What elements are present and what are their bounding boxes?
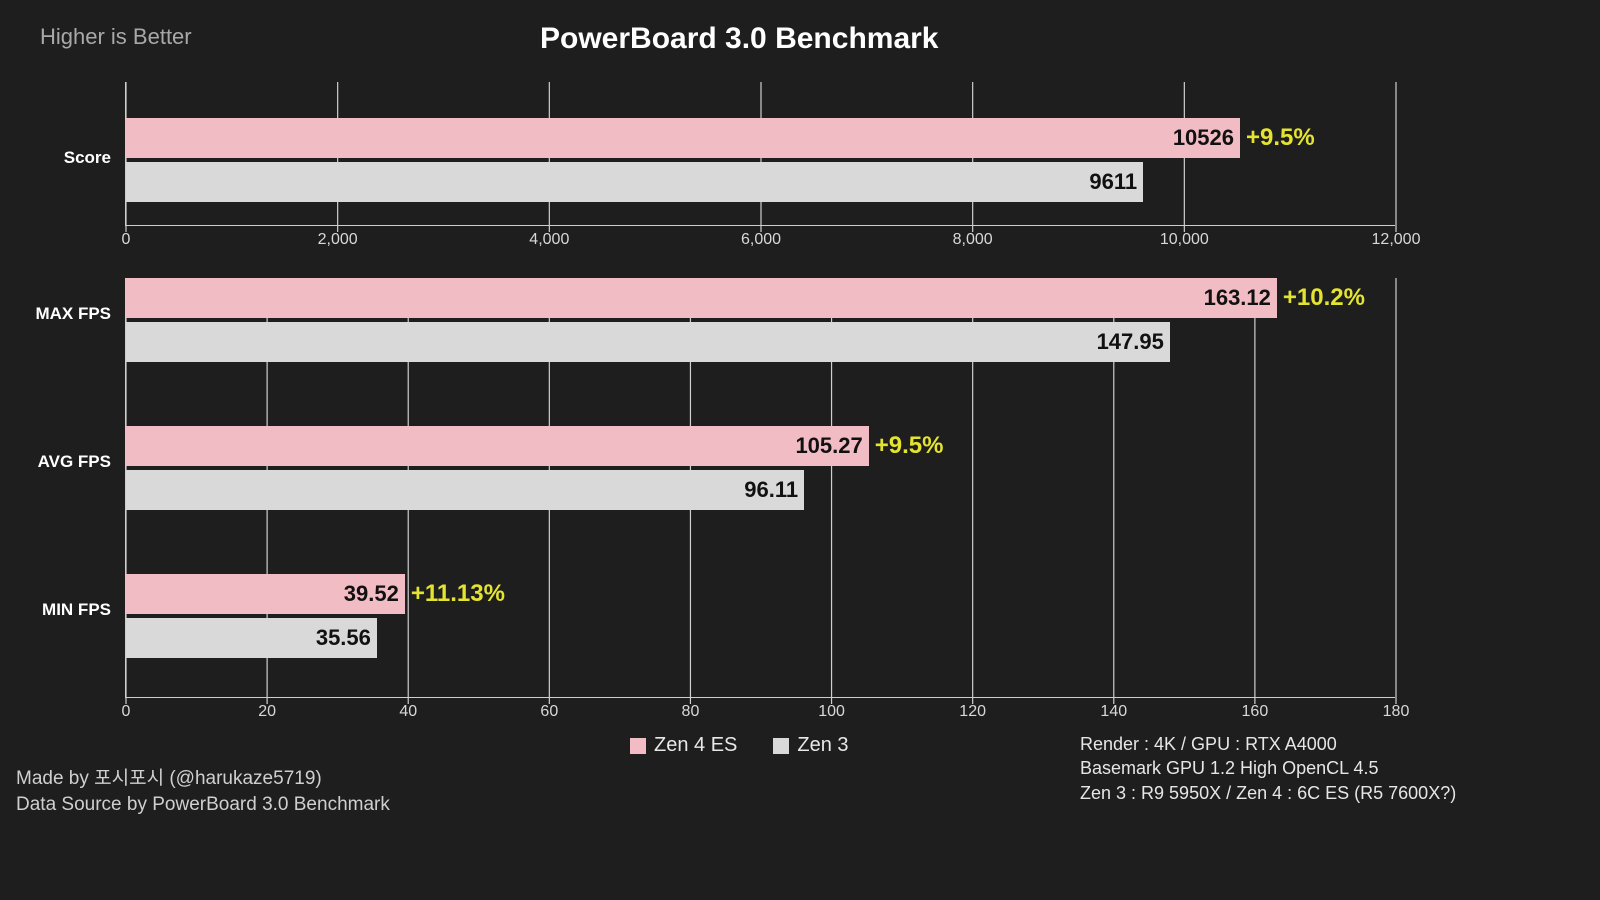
bar-zen3: 147.95 bbox=[126, 322, 1170, 362]
legend: Zen 4 ES Zen 3 bbox=[630, 734, 849, 757]
legend-label: Zen 3 bbox=[797, 734, 848, 757]
legend-label: Zen 4 ES bbox=[654, 734, 737, 757]
bar-zen3: 96.11 bbox=[126, 470, 804, 510]
footer-line: Made by 포시포시 (@harukaze5719) bbox=[16, 766, 390, 792]
plot-area: 020406080100120140160180163.12+10.2%147.… bbox=[125, 278, 1395, 698]
bar-value: 147.95 bbox=[1097, 329, 1164, 355]
bar-zen3: 35.56 bbox=[126, 618, 377, 658]
bar-value: 105.27 bbox=[795, 433, 862, 459]
plot-area: 02,0004,0006,0008,00010,00012,00010526+9… bbox=[125, 82, 1395, 226]
delta-label: +11.13% bbox=[411, 580, 505, 608]
chart-subtitle: Higher is Better bbox=[40, 24, 192, 50]
bar-value: 39.52 bbox=[344, 581, 399, 607]
footer-credits: Made by 포시포시 (@harukaze5719)Data Source … bbox=[16, 766, 390, 817]
footer-line: Basemark GPU 1.2 High OpenCL 4.5 bbox=[1080, 756, 1456, 780]
delta-label: +10.2% bbox=[1283, 284, 1365, 312]
category-label: AVG FPS bbox=[38, 452, 111, 472]
bar-value: 9611 bbox=[1089, 169, 1137, 195]
category-label: MAX FPS bbox=[35, 304, 111, 324]
delta-label: +9.5% bbox=[1246, 124, 1315, 152]
bar-value: 163.12 bbox=[1204, 285, 1271, 311]
footer-line: Data Source by PowerBoard 3.0 Benchmark bbox=[16, 792, 390, 818]
bar-zen3: 9611 bbox=[126, 162, 1143, 202]
legend-item: Zen 3 bbox=[773, 734, 848, 757]
chart-title: PowerBoard 3.0 Benchmark bbox=[540, 22, 938, 56]
footer-line: Render : 4K / GPU : RTX A4000 bbox=[1080, 732, 1456, 756]
bar-value: 10526 bbox=[1173, 125, 1234, 151]
bar-zen4: 105.27+9.5% bbox=[126, 426, 869, 466]
bar-zen4: 39.52+11.13% bbox=[126, 574, 405, 614]
bar-value: 96.11 bbox=[744, 477, 798, 503]
chart-fps: 020406080100120140160180163.12+10.2%147.… bbox=[125, 278, 1395, 698]
legend-swatch bbox=[630, 738, 646, 754]
chart-score: 02,0004,0006,0008,00010,00012,00010526+9… bbox=[125, 82, 1395, 226]
legend-swatch bbox=[773, 738, 789, 754]
category-label: MIN FPS bbox=[42, 600, 111, 620]
bar-zen4: 163.12+10.2% bbox=[126, 278, 1277, 318]
legend-item: Zen 4 ES bbox=[630, 734, 737, 757]
category-label: Score bbox=[64, 148, 111, 168]
bar-value: 35.56 bbox=[316, 625, 371, 651]
footer-specs: Render : 4K / GPU : RTX A4000Basemark GP… bbox=[1080, 732, 1456, 805]
footer-line: Zen 3 : R9 5950X / Zen 4 : 6C ES (R5 760… bbox=[1080, 781, 1456, 805]
bar-zen4: 10526+9.5% bbox=[126, 118, 1240, 158]
delta-label: +9.5% bbox=[875, 432, 944, 460]
